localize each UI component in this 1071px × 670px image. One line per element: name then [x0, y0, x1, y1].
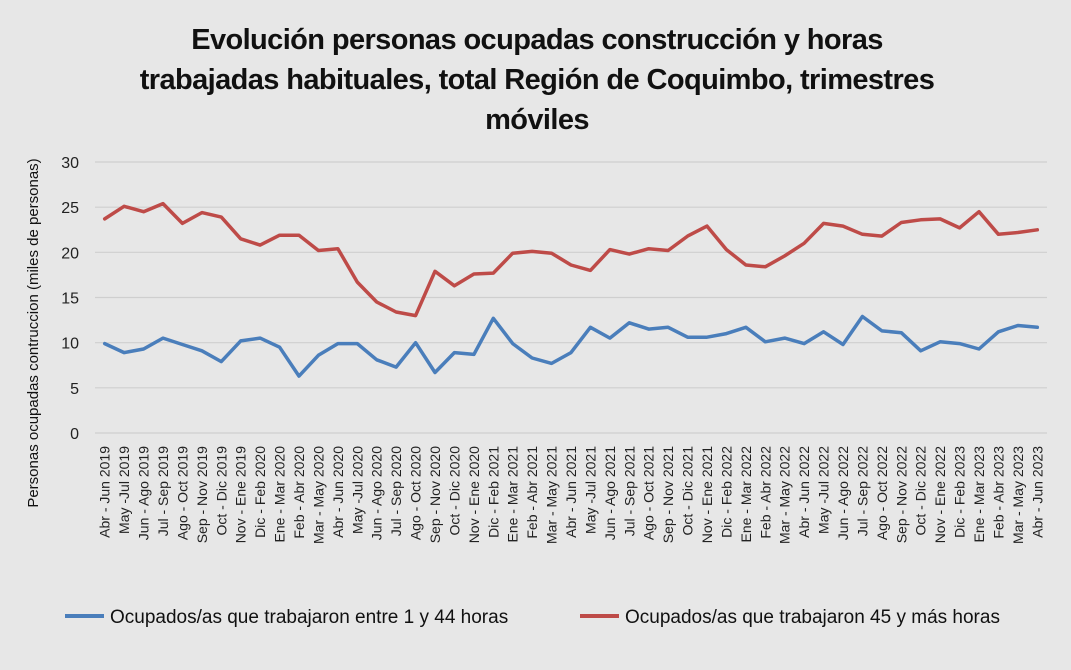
legend-label-series-1: Ocupados/as que trabajaron entre 1 y 44 … — [110, 607, 508, 628]
x-tick-label: Jul - Sep 2021 — [621, 446, 637, 536]
gridlines — [95, 161, 1047, 434]
x-tick-label: Abr - Jun 2020 — [330, 446, 346, 538]
x-tick-label: Ago - Oct 2020 — [408, 446, 424, 540]
series-lines — [102, 201, 1040, 378]
y-axis-label: Personas ocupadas contruccion (miles de … — [25, 158, 42, 507]
x-tick-label: May -Jul 2021 — [582, 446, 598, 534]
series-line-1 — [102, 314, 1040, 378]
x-tick-label: Ene - Mar 2022 — [738, 446, 754, 543]
x-tick-label: Feb - Abr 2021 — [524, 446, 540, 539]
y-tick-label: 15 — [61, 291, 79, 308]
x-tick-label: Feb - Abr 2020 — [291, 446, 307, 539]
x-tick-label: Jul - Sep 2022 — [854, 446, 870, 536]
x-tick-label: Ago - Oct 2022 — [874, 446, 890, 540]
x-tick-label: Jun - Ago 2021 — [602, 446, 618, 540]
x-tick-label: May -Jul 2020 — [349, 446, 365, 534]
x-tick-label: Mar - May 2023 — [1010, 446, 1026, 544]
chart-title-line-3: móviles — [485, 104, 589, 136]
y-tick-label: 5 — [70, 381, 79, 398]
y-tick-label: 0 — [70, 426, 79, 443]
x-tick-label: Dic - Feb 2022 — [718, 446, 734, 538]
x-tick-label: Oct - Dic 2019 — [213, 446, 229, 536]
x-tick-label: Jun - Ago 2019 — [136, 446, 152, 540]
x-tick-label: May -Jul 2019 — [116, 446, 132, 534]
x-tick-label: Oct - Dic 2022 — [913, 446, 929, 536]
x-tick-label: Abr - Jun 2023 — [1029, 446, 1045, 538]
x-tick-label: Dic - Feb 2020 — [252, 446, 268, 538]
x-tick-label: Abr - Jun 2022 — [796, 446, 812, 538]
x-tick-label: Jun - Ago 2020 — [369, 446, 385, 540]
x-tick-label: Jul - Sep 2020 — [388, 446, 404, 536]
x-tick-label: Dic - Feb 2021 — [485, 446, 501, 538]
series-line-2 — [102, 201, 1040, 318]
x-tick-label: Nov - Ene 2022 — [932, 446, 948, 543]
x-tick-label: Ago - Oct 2019 — [174, 446, 190, 540]
y-tick-label: 20 — [61, 245, 79, 262]
y-axis-ticks: 0 5 10 15 20 25 30 — [61, 155, 79, 443]
x-tick-label: Sep - Nov 2019 — [194, 446, 210, 543]
legend: Ocupados/as que trabajaron entre 1 y 44 … — [65, 607, 1000, 628]
y-tick-label: 10 — [61, 336, 79, 353]
x-tick-label: Feb - Abr 2022 — [757, 446, 773, 539]
x-tick-label: Oct - Dic 2020 — [446, 446, 462, 536]
x-tick-label: Mar - May 2021 — [544, 446, 560, 544]
y-tick-label: 30 — [61, 155, 79, 172]
y-tick-label: 25 — [61, 200, 79, 217]
x-axis-ticks: Abr - Jun 2019 May -Jul 2019 Jun - Ago 201… — [97, 446, 1046, 544]
x-tick-label: Nov - Ene 2019 — [233, 446, 249, 543]
x-tick-label: Ene - Mar 2020 — [272, 446, 288, 543]
x-tick-label: Sep - Nov 2022 — [893, 446, 909, 543]
chart-title-line-1: Evolución personas ocupadas construcción… — [191, 24, 883, 56]
x-tick-label: Oct - Dic 2021 — [680, 446, 696, 536]
chart-title-line-2: trabajadas habituales, total Región de C… — [140, 64, 935, 96]
x-tick-label: Ago - Oct 2021 — [641, 446, 657, 540]
x-tick-label: Mar - May 2020 — [310, 446, 326, 544]
legend-label-series-2: Ocupados/as que trabajaron 45 y más hora… — [625, 607, 1000, 628]
x-tick-label: Nov - Ene 2020 — [466, 446, 482, 543]
chart-title: Evolución personas ocupadas construcción… — [140, 24, 935, 136]
x-tick-label: Abr - Jun 2019 — [97, 446, 113, 538]
x-tick-label: May -Jul 2022 — [816, 446, 832, 534]
x-tick-label: Dic - Feb 2023 — [952, 446, 968, 538]
x-tick-label: Sep - Nov 2021 — [660, 446, 676, 543]
x-tick-label: Jun - Ago 2022 — [835, 446, 851, 540]
x-tick-label: Ene - Mar 2023 — [971, 446, 987, 543]
x-tick-label: Sep - Nov 2020 — [427, 446, 443, 543]
x-tick-label: Abr - Jun 2021 — [563, 446, 579, 538]
x-tick-label: Jul - Sep 2019 — [155, 446, 171, 536]
x-tick-label: Mar - May 2022 — [777, 446, 793, 544]
x-tick-label: Ene - Mar 2021 — [505, 446, 521, 543]
x-tick-label: Nov - Ene 2021 — [699, 446, 715, 543]
x-tick-label: Feb - Abr 2023 — [990, 446, 1006, 539]
